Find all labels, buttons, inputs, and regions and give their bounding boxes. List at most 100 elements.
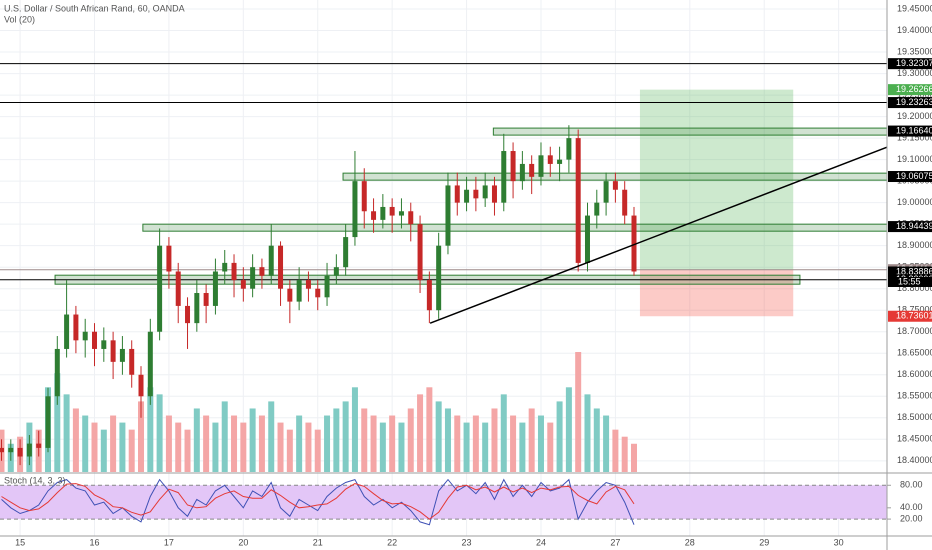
volume-bar bbox=[528, 408, 535, 472]
y-tick-label: 18.50000 bbox=[897, 412, 932, 422]
volume-bar bbox=[82, 415, 89, 472]
x-tick-label: 23 bbox=[462, 537, 472, 547]
volume-bar bbox=[268, 401, 275, 472]
volume-bar bbox=[361, 408, 368, 472]
volume-bar bbox=[324, 415, 331, 472]
volume-bar bbox=[454, 415, 461, 472]
stoch-line bbox=[1, 478, 635, 526]
volume-bar bbox=[314, 429, 321, 472]
volume-bar bbox=[296, 415, 303, 472]
candle-body bbox=[212, 271, 218, 306]
volume-bar bbox=[389, 415, 396, 472]
candle-body bbox=[82, 331, 88, 341]
candle-body bbox=[185, 305, 191, 324]
volume-bar bbox=[621, 436, 628, 472]
volume-bar bbox=[128, 429, 135, 472]
candle-body bbox=[519, 163, 525, 182]
candle-body bbox=[529, 163, 535, 177]
candle-body bbox=[296, 280, 302, 302]
volume-bar bbox=[156, 394, 163, 472]
candle-body bbox=[0, 447, 4, 453]
price-label: 19.23263 bbox=[896, 97, 932, 107]
volume-bar bbox=[379, 422, 386, 472]
candle-body bbox=[101, 340, 107, 349]
stoch-line bbox=[1, 483, 635, 520]
candle-body bbox=[268, 245, 274, 276]
volume-bar bbox=[603, 415, 610, 472]
volume-bar bbox=[417, 394, 424, 472]
candle-body bbox=[380, 206, 386, 220]
candle-body bbox=[584, 215, 590, 263]
y-tick-label: 18.40000 bbox=[897, 455, 932, 465]
price-label: 19.32307 bbox=[896, 58, 932, 68]
volume-bar bbox=[584, 394, 591, 472]
candle-body bbox=[45, 396, 51, 448]
volume-bar bbox=[165, 415, 172, 472]
candle-body bbox=[622, 189, 628, 216]
x-tick-label: 21 bbox=[313, 537, 323, 547]
volume-bar bbox=[547, 422, 554, 472]
price-label: 19.16640 bbox=[896, 125, 932, 135]
volume-bar bbox=[351, 387, 358, 472]
candle-body bbox=[64, 314, 70, 349]
volume-bar bbox=[212, 422, 219, 472]
volume-bar bbox=[240, 422, 247, 472]
price-label-bg bbox=[888, 266, 932, 278]
x-tick-label: 28 bbox=[685, 537, 695, 547]
candle-body bbox=[259, 267, 265, 276]
y-tick-label: 20.00 bbox=[900, 513, 923, 523]
candle-body bbox=[92, 331, 98, 349]
volume-bar bbox=[398, 422, 405, 472]
y-tick-label: 18.65000 bbox=[897, 348, 932, 358]
x-tick-label: 16 bbox=[89, 537, 99, 547]
volume-bar bbox=[277, 422, 284, 472]
volume-bar bbox=[54, 373, 61, 472]
candle-body bbox=[464, 189, 470, 203]
candle-body bbox=[231, 262, 237, 281]
volume-bar bbox=[612, 429, 619, 472]
volume-bar bbox=[63, 394, 70, 472]
price-label: 19.06075 bbox=[896, 171, 932, 181]
volume-bar bbox=[138, 401, 145, 472]
y-tick-label: 18.70000 bbox=[897, 326, 932, 336]
candle-body bbox=[343, 237, 349, 268]
candle-body bbox=[482, 185, 488, 199]
price-label-bg bbox=[888, 84, 932, 96]
candle-body bbox=[324, 275, 330, 298]
stoch-title: Stoch (14, 3, 3) bbox=[4, 475, 66, 485]
candle-body bbox=[175, 271, 181, 306]
price-label-bg bbox=[888, 125, 932, 137]
volume-bar bbox=[333, 408, 340, 472]
y-tick-label: 19.30000 bbox=[897, 68, 932, 78]
candle-body bbox=[36, 443, 42, 448]
candle-body bbox=[287, 288, 293, 302]
y-tick-label: 40.00 bbox=[900, 502, 923, 512]
candle-body bbox=[138, 374, 144, 397]
volume-bar bbox=[370, 415, 377, 472]
volume-bar bbox=[110, 415, 117, 472]
volume-bar bbox=[482, 422, 489, 472]
candle-body bbox=[436, 245, 442, 311]
y-tick-label: 19.45000 bbox=[897, 3, 932, 13]
y-tick-label: 18.90000 bbox=[897, 240, 932, 250]
volume-bar bbox=[286, 429, 293, 472]
volume-bar bbox=[175, 422, 182, 472]
volume-bar bbox=[221, 401, 228, 472]
x-tick-label: 22 bbox=[387, 537, 397, 547]
volume-bar bbox=[491, 408, 498, 472]
volume-bar bbox=[193, 408, 200, 472]
candle-body bbox=[17, 447, 23, 457]
candle-body bbox=[603, 181, 609, 203]
candle-body bbox=[157, 245, 163, 332]
volume-bar bbox=[565, 387, 572, 472]
candle-body bbox=[54, 348, 60, 397]
candle-body bbox=[222, 262, 228, 272]
x-tick-label: 15 bbox=[15, 537, 25, 547]
candle-body bbox=[73, 314, 79, 341]
y-tick-label: 19.20000 bbox=[897, 111, 932, 121]
loss-zone bbox=[639, 269, 794, 317]
volume-bar bbox=[249, 408, 256, 472]
price-label-bg bbox=[888, 310, 932, 322]
x-tick-label: 30 bbox=[834, 537, 844, 547]
